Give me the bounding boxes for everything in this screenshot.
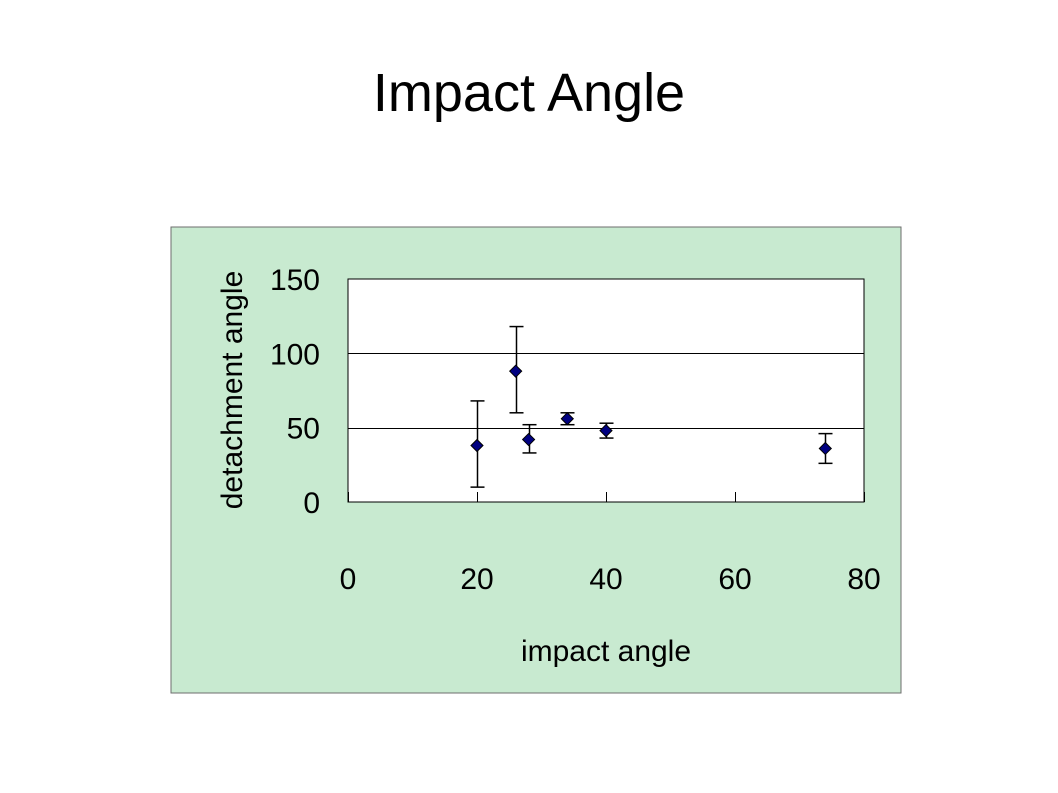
y-tick-label: 150 <box>270 264 320 297</box>
y-axis-title: detachment angle <box>216 271 249 510</box>
slide-title: Impact Angle <box>372 63 686 123</box>
y-tick-label: 0 <box>303 487 320 520</box>
plot-area <box>347 278 865 503</box>
data-point-marker <box>470 438 484 453</box>
x-axis-tick-labels: 0 20 40 60 80 <box>340 563 881 596</box>
y-tick-label: 100 <box>270 338 320 371</box>
x-axis-ticks <box>348 492 865 502</box>
data-point-marker <box>521 432 536 447</box>
y-axis-tick-labels: 0 50 100 150 <box>270 264 320 520</box>
data-point-marker <box>818 441 833 456</box>
data-point-marker <box>599 423 613 438</box>
x-tick-label: 0 <box>340 563 357 596</box>
data-point-marker <box>508 364 523 378</box>
y-tick-label: 50 <box>287 413 320 446</box>
x-tick-label: 80 <box>847 563 880 596</box>
x-tick-label: 20 <box>460 563 493 596</box>
x-tick-label: 40 <box>589 563 622 596</box>
data-point-marker <box>560 412 575 426</box>
data-markers <box>470 364 833 456</box>
x-axis-title: impact angle <box>521 635 691 668</box>
x-tick-label: 60 <box>718 563 751 596</box>
